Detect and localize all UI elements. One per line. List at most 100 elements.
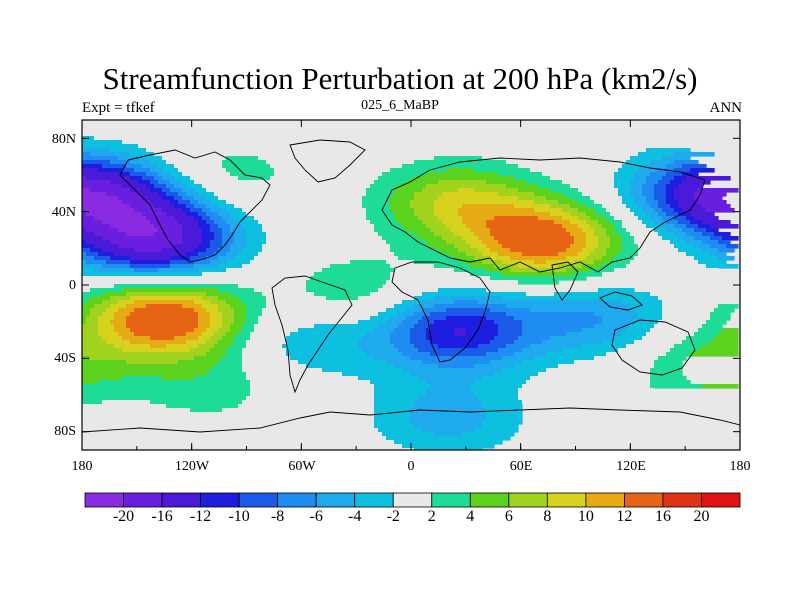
contour-cell (366, 352, 403, 357)
contour-cell (634, 340, 683, 345)
contour-cell (126, 324, 199, 329)
contour-cell (402, 368, 503, 373)
contour-cell (198, 220, 207, 225)
contour-cell (454, 244, 471, 249)
contour-cell (642, 336, 687, 341)
contour-cell (482, 240, 499, 245)
contour-cell (702, 240, 719, 245)
contour-cell (150, 160, 167, 165)
x-tick-label: 60W (288, 459, 316, 474)
contour-cell (586, 204, 603, 209)
contour-cell (218, 360, 243, 365)
contour-cell (702, 384, 739, 389)
contour-cell (306, 284, 383, 289)
contour-cell (522, 252, 559, 257)
colorbar-swatch (123, 492, 163, 508)
contour-cell (694, 236, 711, 241)
contour-cell (674, 216, 687, 221)
contour-cell (242, 224, 263, 229)
contour-cell (530, 376, 651, 381)
contour-cell (246, 344, 283, 349)
contour-cell (198, 312, 211, 317)
contour-cell (82, 256, 95, 261)
contour-cell (410, 412, 487, 417)
contour-cell (362, 200, 391, 205)
contour-cell (426, 380, 475, 385)
contour-cell (606, 208, 631, 213)
contour-cell (430, 324, 499, 329)
contour-cell (374, 420, 411, 425)
contour-cell (390, 264, 435, 269)
colorbar-swatch (431, 492, 471, 508)
contour-cell (478, 300, 623, 305)
contour-cell (230, 292, 263, 297)
contour-cell (82, 280, 307, 285)
x-tick-label: 120E (616, 459, 646, 474)
contour-cell (590, 196, 623, 201)
contour-cell (634, 256, 695, 261)
contour-cell (126, 232, 155, 237)
contour-cell (182, 188, 195, 193)
contour-cell (406, 180, 439, 185)
contour-cell (390, 248, 439, 253)
contour-cell (82, 144, 139, 149)
contour-cell (210, 348, 227, 353)
contour-cell (522, 400, 687, 405)
contour-cell (618, 252, 639, 257)
contour-cell (526, 180, 563, 185)
contour-cell (110, 180, 139, 185)
contour-cell (578, 208, 595, 213)
contour-cell (654, 188, 667, 193)
contour-cell (142, 176, 155, 181)
contour-cell (438, 364, 475, 369)
contour-cell (514, 364, 559, 369)
contour-cell (562, 216, 579, 221)
contour-cell (474, 428, 519, 433)
contour-cell (122, 348, 191, 353)
contour-cell (202, 208, 211, 213)
contour-cell (426, 172, 499, 177)
contour-cell (482, 260, 503, 265)
contour-cell (390, 168, 447, 173)
contour-cell (86, 252, 99, 257)
contour-cell (238, 176, 271, 181)
contour-cell (122, 376, 163, 381)
contour-cell (698, 348, 739, 353)
contour-cell (174, 216, 195, 221)
contour-cell (410, 332, 427, 337)
contour-cell (670, 204, 679, 209)
contour-cell (658, 204, 671, 209)
contour-cell (210, 208, 227, 213)
contour-cell (522, 320, 603, 325)
contour-cell (602, 204, 627, 209)
contour-cell (90, 308, 107, 313)
contour-cell (502, 244, 571, 249)
contour-cell (222, 316, 235, 321)
contour-cell (386, 308, 407, 313)
contour-cell (370, 292, 423, 297)
contour-cell (178, 360, 219, 365)
contour-cell (466, 224, 487, 229)
contour-cell (206, 352, 227, 357)
contour-cell (82, 304, 95, 309)
contour-cell (650, 160, 675, 165)
contour-cell (510, 256, 567, 261)
contour-cell (402, 164, 519, 169)
contour-cell (110, 256, 131, 261)
contour-cell (82, 192, 107, 197)
contour-cell (242, 368, 323, 373)
contour-cell (518, 196, 547, 201)
contour-cell (394, 188, 423, 193)
contour-cell (634, 308, 663, 313)
contour-cell (438, 248, 459, 253)
contour-cell (630, 156, 663, 161)
contour-cell (606, 216, 615, 221)
contour-cell (82, 276, 311, 281)
contour-cell (414, 196, 439, 201)
contour-cell (662, 156, 691, 161)
contour-cell (118, 172, 131, 177)
contour-cell (626, 344, 675, 349)
contour-cell (478, 236, 495, 241)
contour-cell (498, 324, 523, 329)
contour-cell (398, 220, 423, 225)
